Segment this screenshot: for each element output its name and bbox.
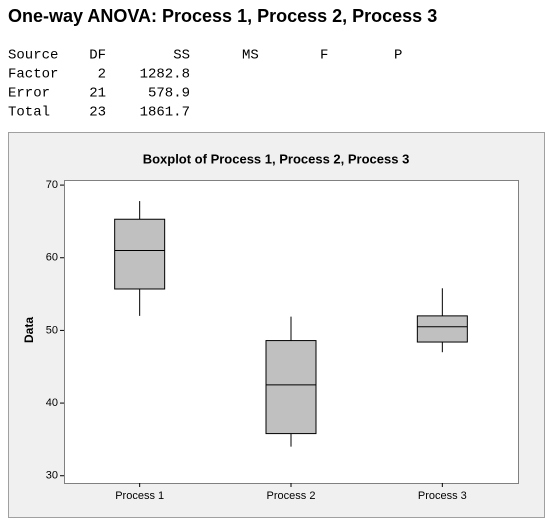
table-cell: Error <box>8 86 50 102</box>
table-cell: 1861.7 <box>140 105 190 121</box>
table-cell: Total <box>8 105 50 121</box>
x-tick-label: Process 2 <box>267 490 316 502</box>
table-cell: 2 <box>98 67 106 83</box>
table-header: DF <box>89 48 106 64</box>
table-cell: 23 <box>89 105 106 121</box>
y-tick-label: 70 <box>46 179 58 191</box>
table-header: P <box>394 48 402 64</box>
x-tick-label: Process 3 <box>418 490 467 502</box>
table-cell: 578.9 <box>148 86 190 102</box>
y-axis-label: Data <box>22 317 36 343</box>
x-tick-label: Process 1 <box>115 490 164 502</box>
y-tick-label: 60 <box>46 252 58 264</box>
y-tick-label: 40 <box>46 397 58 409</box>
table-header: MS <box>242 48 259 64</box>
box <box>416 315 468 343</box>
table-cell: 21 <box>89 86 106 102</box>
table-header: F <box>320 48 328 64</box>
y-tick-label: 30 <box>46 470 58 482</box>
table-header: SS <box>173 48 190 64</box>
chart-title: Boxplot of Process 1, Process 2, Process… <box>143 151 410 166</box>
table-cell: Factor <box>8 67 58 83</box>
table-cell: 1282.8 <box>140 67 190 83</box>
box <box>114 218 166 290</box>
y-tick-label: 50 <box>46 324 58 336</box>
box <box>265 340 317 435</box>
table-header: Source <box>8 48 58 64</box>
page-title: One-way ANOVA: Process 1, Process 2, Pro… <box>8 6 437 26</box>
